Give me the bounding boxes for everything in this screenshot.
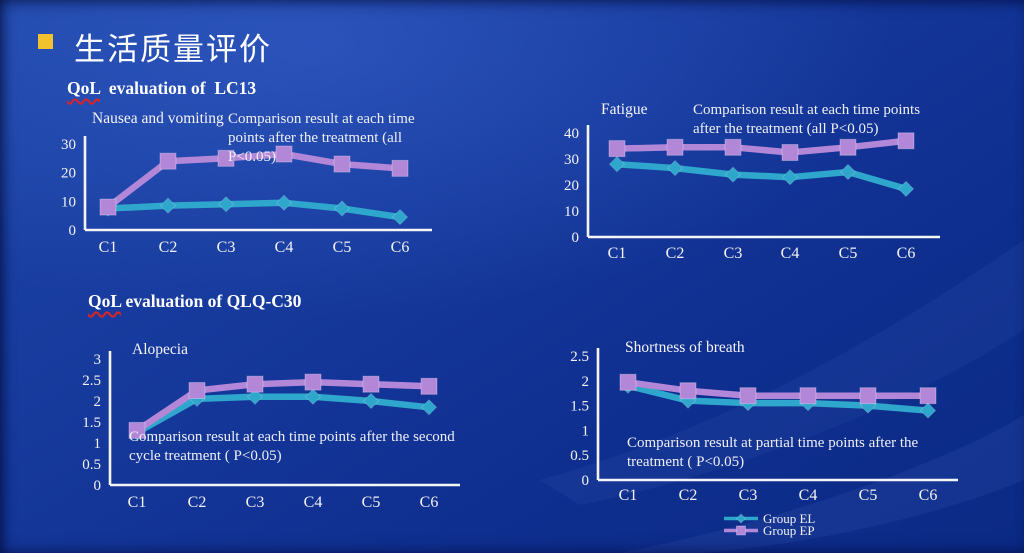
svg-text:C3: C3 xyxy=(217,239,236,256)
svg-text:1: 1 xyxy=(94,436,102,452)
svg-text:0.5: 0.5 xyxy=(570,448,589,464)
svg-text:C2: C2 xyxy=(159,239,178,256)
svg-text:C5: C5 xyxy=(859,487,878,504)
svg-text:C6: C6 xyxy=(897,245,916,262)
note-line: Comparison result at each time xyxy=(228,111,415,127)
note-line: cycle treatment ( P<0.05) xyxy=(129,448,282,464)
svg-text:30: 30 xyxy=(564,152,579,168)
svg-text:C6: C6 xyxy=(420,494,439,511)
chart-nausea-vomiting: 0 10 20 30 C1 C2 C3 C4 C5 C6 xyxy=(61,136,432,256)
chart-title-nausea: Nausea and vomiting xyxy=(92,110,224,127)
svg-text:1: 1 xyxy=(582,423,590,439)
qol-highlight: QoL xyxy=(67,78,101,98)
svg-text:C2: C2 xyxy=(679,487,698,504)
chart-legend: Group EL Group EP xyxy=(722,511,816,538)
svg-text:20: 20 xyxy=(564,178,579,194)
section-heading-lc13: QoL evaluation of LC13 xyxy=(67,78,256,99)
chart-note-shortness: Comparison result at partial time points… xyxy=(627,434,918,472)
legend-item-group-el: Group EL xyxy=(722,511,816,526)
chart-note-fatigue: Comparison result at each time points af… xyxy=(693,101,920,139)
svg-text:C6: C6 xyxy=(919,487,938,504)
svg-text:2: 2 xyxy=(582,374,590,390)
chart-title-shortness: Shortness of breath xyxy=(625,339,745,356)
title-bullet-icon xyxy=(38,34,53,49)
svg-text:C4: C4 xyxy=(304,494,323,511)
note-line: P<0.05) xyxy=(228,149,277,165)
svg-text:C2: C2 xyxy=(188,494,207,511)
svg-text:C1: C1 xyxy=(99,239,118,256)
chart-alopecia: 0 0.5 1 1.5 2 2.5 3 C1 C2 C3 C4 C5 C6 xyxy=(82,351,460,511)
svg-text:C1: C1 xyxy=(608,245,627,262)
svg-text:0: 0 xyxy=(94,478,102,494)
svg-text:2: 2 xyxy=(94,394,102,410)
svg-text:C5: C5 xyxy=(362,494,381,511)
chart-title-alopecia: Alopecia xyxy=(132,341,188,358)
svg-text:1.5: 1.5 xyxy=(570,399,589,415)
chart-title-fatigue: Fatigue xyxy=(601,101,648,118)
section-heading-qlq: QoL evaluation of QLQ-C30 xyxy=(88,291,301,312)
group-ep-line-icon xyxy=(724,525,758,536)
note-line: points after the treatment (all xyxy=(228,130,403,146)
note-line: Comparison result at each time points xyxy=(693,102,921,118)
svg-text:C3: C3 xyxy=(246,494,265,511)
svg-text:C5: C5 xyxy=(333,239,352,256)
svg-text:C5: C5 xyxy=(839,245,858,262)
svg-text:2.5: 2.5 xyxy=(570,349,589,365)
svg-text:C1: C1 xyxy=(128,494,147,511)
note-line: Comparison result at each time points af… xyxy=(129,429,455,445)
heading-rest: evaluation of QLQ-C30 xyxy=(121,291,302,311)
svg-text:C4: C4 xyxy=(781,245,800,262)
svg-text:C3: C3 xyxy=(739,487,758,504)
chart-fatigue: 0 10 20 30 40 C1 C2 C3 C4 C5 C6 xyxy=(564,125,940,262)
svg-text:20: 20 xyxy=(61,166,76,182)
chart-shortness-breath: 0 0.5 1 1.5 2 2.5 C1 C2 C3 C4 C5 C6 xyxy=(570,348,958,504)
svg-text:C3: C3 xyxy=(724,245,743,262)
chart-note-alopecia: Comparison result at each time points af… xyxy=(129,428,455,466)
svg-text:0.5: 0.5 xyxy=(82,457,101,473)
qol-highlight: QoL xyxy=(88,291,122,311)
chart-note-nausea: Comparison result at each time points af… xyxy=(228,110,415,167)
svg-text:0: 0 xyxy=(572,230,580,246)
svg-text:0: 0 xyxy=(69,223,77,239)
note-line: treatment ( P<0.05) xyxy=(627,454,745,470)
note-line: Comparison result at partial time points… xyxy=(627,435,919,451)
svg-text:2.5: 2.5 xyxy=(82,373,101,389)
svg-text:40: 40 xyxy=(564,126,579,142)
svg-text:1.5: 1.5 xyxy=(82,415,101,431)
group-el-line-icon xyxy=(724,513,758,524)
svg-text:30: 30 xyxy=(61,137,76,153)
svg-text:C6: C6 xyxy=(391,239,410,256)
heading-rest: evaluation of LC13 xyxy=(100,78,257,98)
legend-label: Group EL xyxy=(763,511,816,526)
note-line: after the treatment (all P<0.05) xyxy=(693,121,879,137)
svg-text:C1: C1 xyxy=(619,487,638,504)
svg-text:0: 0 xyxy=(582,473,590,489)
svg-text:10: 10 xyxy=(61,194,76,210)
svg-text:C4: C4 xyxy=(799,487,818,504)
slide-title: 生活质量评价 xyxy=(74,32,272,67)
legend-item-group-ep: Group EP xyxy=(722,523,815,538)
svg-text:10: 10 xyxy=(564,204,579,220)
svg-text:C4: C4 xyxy=(275,239,294,256)
svg-text:3: 3 xyxy=(94,352,102,368)
legend-label: Group EP xyxy=(763,523,815,538)
svg-text:C2: C2 xyxy=(666,245,685,262)
